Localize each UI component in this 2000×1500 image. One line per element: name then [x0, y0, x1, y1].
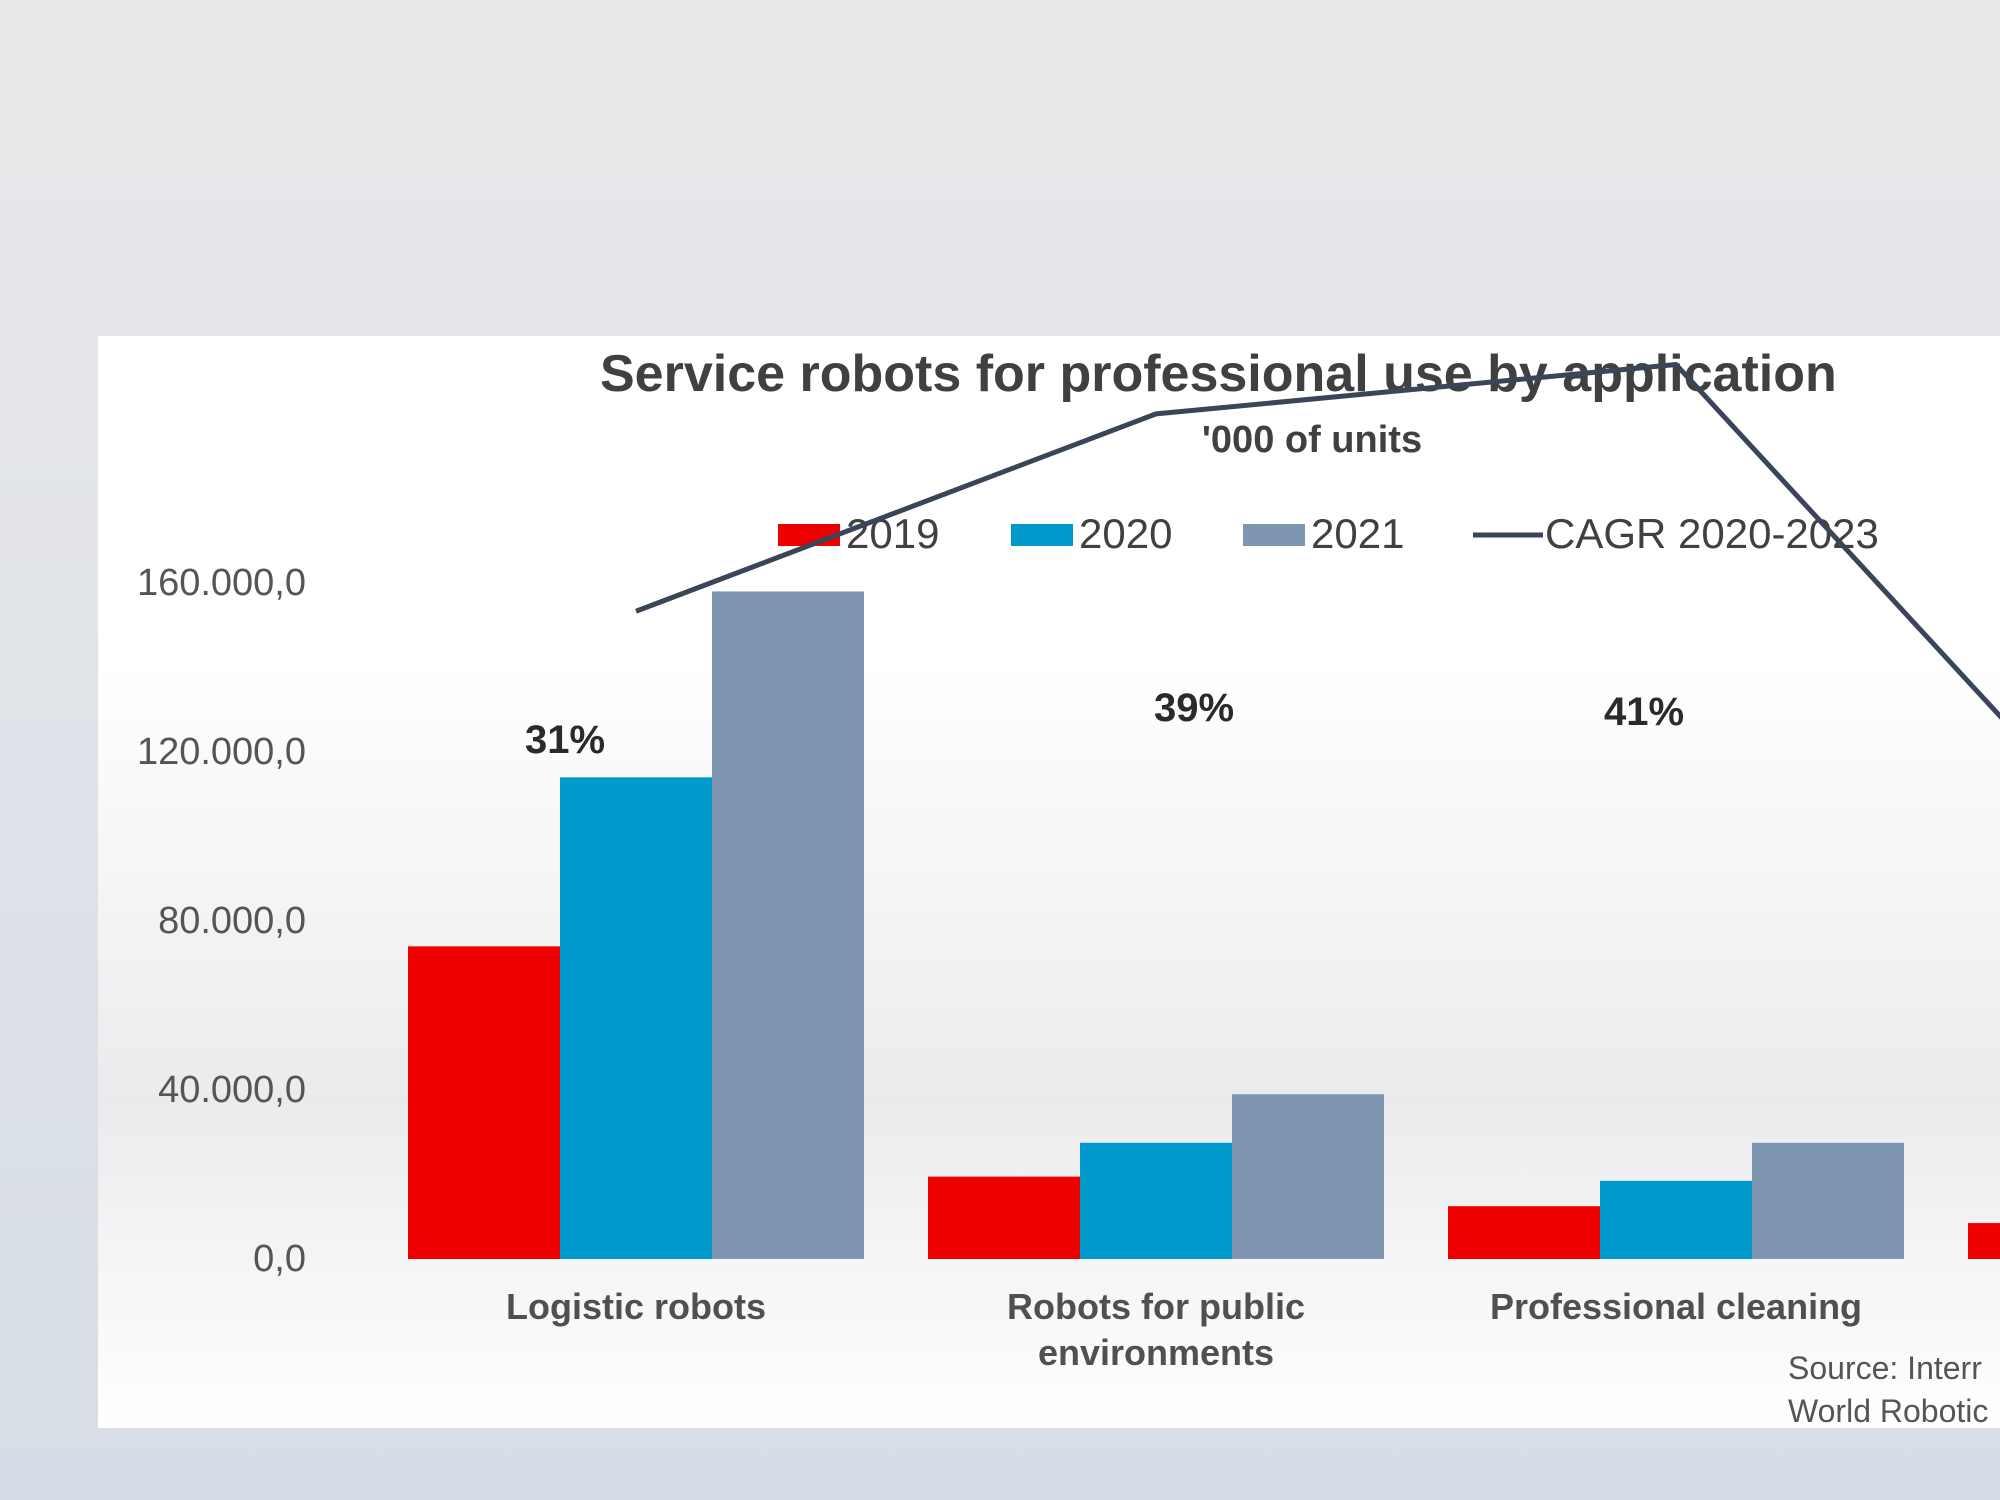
y-tick-label: 120.000,0 [137, 731, 306, 773]
bar-2020 [560, 777, 712, 1259]
bar-2021 [1232, 1094, 1384, 1259]
chart-panel: Service robots for professional use by a… [98, 336, 2000, 1428]
x-tick-label: environments [1038, 1332, 1274, 1373]
chart-svg: Service robots for professional use by a… [137, 345, 2000, 1428]
cagr-label: 41% [1604, 690, 1684, 734]
y-tick-label: 40.000,0 [158, 1069, 306, 1111]
bar-2020 [1600, 1180, 1752, 1259]
chart-subtitle: '000 of units [1202, 419, 1422, 461]
source-line: Source: Interr [1788, 1350, 1982, 1386]
legend-label: 2021 [1311, 510, 1404, 557]
cagr-label: 39% [1154, 686, 1234, 730]
bar-2019 [408, 946, 560, 1259]
bar-2019 [1968, 1223, 2000, 1259]
x-tick-label: Robots for public [1007, 1286, 1305, 1327]
y-tick-label: 80.000,0 [158, 900, 306, 942]
y-axis: 0,0 40.000,0 80.000,0 120.000,0 160.000,0 [137, 562, 306, 1280]
x-tick-label: Professional cleaning [1490, 1286, 1862, 1327]
source-line: World Robotic [1788, 1393, 1988, 1428]
bar-2019 [1448, 1206, 1600, 1259]
legend-swatch [1011, 524, 1073, 546]
bar-2021 [1752, 1142, 1904, 1259]
x-axis: Logistic robots Robots for public environm… [506, 1286, 1862, 1373]
legend-label: CAGR 2020-2023 [1545, 510, 1879, 557]
y-tick-label: 0,0 [253, 1238, 306, 1280]
bar-2020 [1080, 1142, 1232, 1259]
source-note: Source: Interr World Robotic [1788, 1350, 1988, 1428]
legend-label: 2019 [846, 510, 939, 557]
bar-2019 [928, 1176, 1080, 1259]
bar-2021 [712, 591, 864, 1259]
y-tick-label: 160.000,0 [137, 562, 306, 604]
cagr-line [635, 362, 2000, 720]
x-tick-label: Logistic robots [506, 1286, 766, 1327]
chart-legend: 2019 2020 2021 CAGR 2020-2023 [778, 510, 1879, 557]
bars [408, 591, 2000, 1259]
legend-swatch [1243, 524, 1305, 546]
chart-title: Service robots for professional use by a… [600, 345, 1837, 403]
cagr-label: 31% [525, 718, 605, 762]
legend-label: 2020 [1079, 510, 1172, 557]
cagr-line-group: 31% 39% 41% [525, 362, 2000, 762]
